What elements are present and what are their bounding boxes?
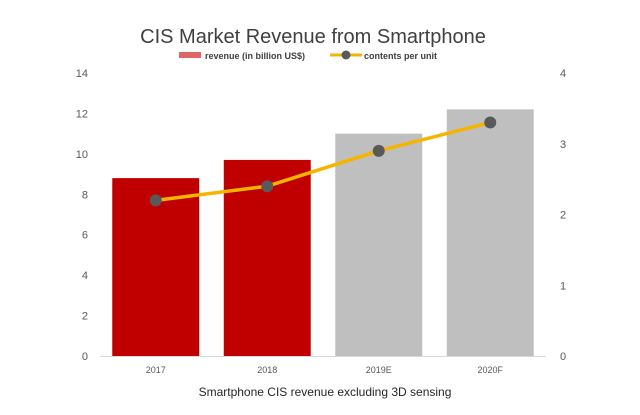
y-tick-label: 10 bbox=[76, 149, 88, 161]
legend-marker-contents bbox=[341, 50, 351, 60]
legend-label-contents: contents per unit bbox=[364, 51, 437, 61]
bar-series-revenue bbox=[112, 109, 534, 356]
point-2019e bbox=[372, 144, 385, 157]
point-2020f bbox=[484, 116, 497, 129]
y-tick-label: 6 bbox=[82, 230, 88, 242]
x-tick-label: 2017 bbox=[146, 365, 166, 375]
y-tick-label: 14 bbox=[76, 68, 88, 80]
legend-label-revenue: revenue (in billion US$) bbox=[205, 51, 305, 61]
left-axis: 0 2 4 6 8 10 12 14 bbox=[76, 68, 88, 363]
point-2017 bbox=[149, 194, 162, 207]
y2-tick-label: 0 bbox=[560, 351, 566, 363]
y2-tick-label: 1 bbox=[560, 280, 566, 292]
line-contents-per-unit bbox=[155, 120, 491, 203]
right-axis: 0 1 2 3 4 bbox=[560, 68, 566, 363]
point-2018 bbox=[261, 180, 274, 193]
bar-2019e bbox=[335, 133, 423, 356]
y2-tick-label: 4 bbox=[560, 68, 566, 80]
legend: revenue (in billion US$) contents per un… bbox=[179, 50, 437, 61]
chart-title: CIS Market Revenue from Smartphone bbox=[140, 26, 486, 48]
bar-2018 bbox=[223, 159, 311, 356]
y-tick-label: 2 bbox=[82, 311, 88, 323]
x-axis-categories: 2017 2018 2019E 2020F bbox=[146, 365, 504, 375]
x-axis-title: Smartphone CIS revenue excluding 3D sens… bbox=[199, 385, 452, 399]
bar-2017 bbox=[112, 178, 200, 356]
line-series-contents bbox=[149, 116, 497, 207]
y2-tick-label: 2 bbox=[560, 210, 566, 222]
legend-swatch-revenue bbox=[179, 52, 201, 58]
y-tick-label: 4 bbox=[82, 270, 88, 282]
bar-2020f bbox=[446, 109, 534, 356]
y-tick-label: 0 bbox=[82, 351, 88, 363]
x-tick-label: 2019E bbox=[366, 365, 392, 375]
y-tick-label: 12 bbox=[76, 108, 88, 120]
y2-tick-label: 3 bbox=[560, 139, 566, 151]
x-tick-label: 2018 bbox=[257, 365, 277, 375]
x-tick-label: 2020F bbox=[477, 365, 503, 375]
y-tick-label: 8 bbox=[82, 189, 88, 201]
